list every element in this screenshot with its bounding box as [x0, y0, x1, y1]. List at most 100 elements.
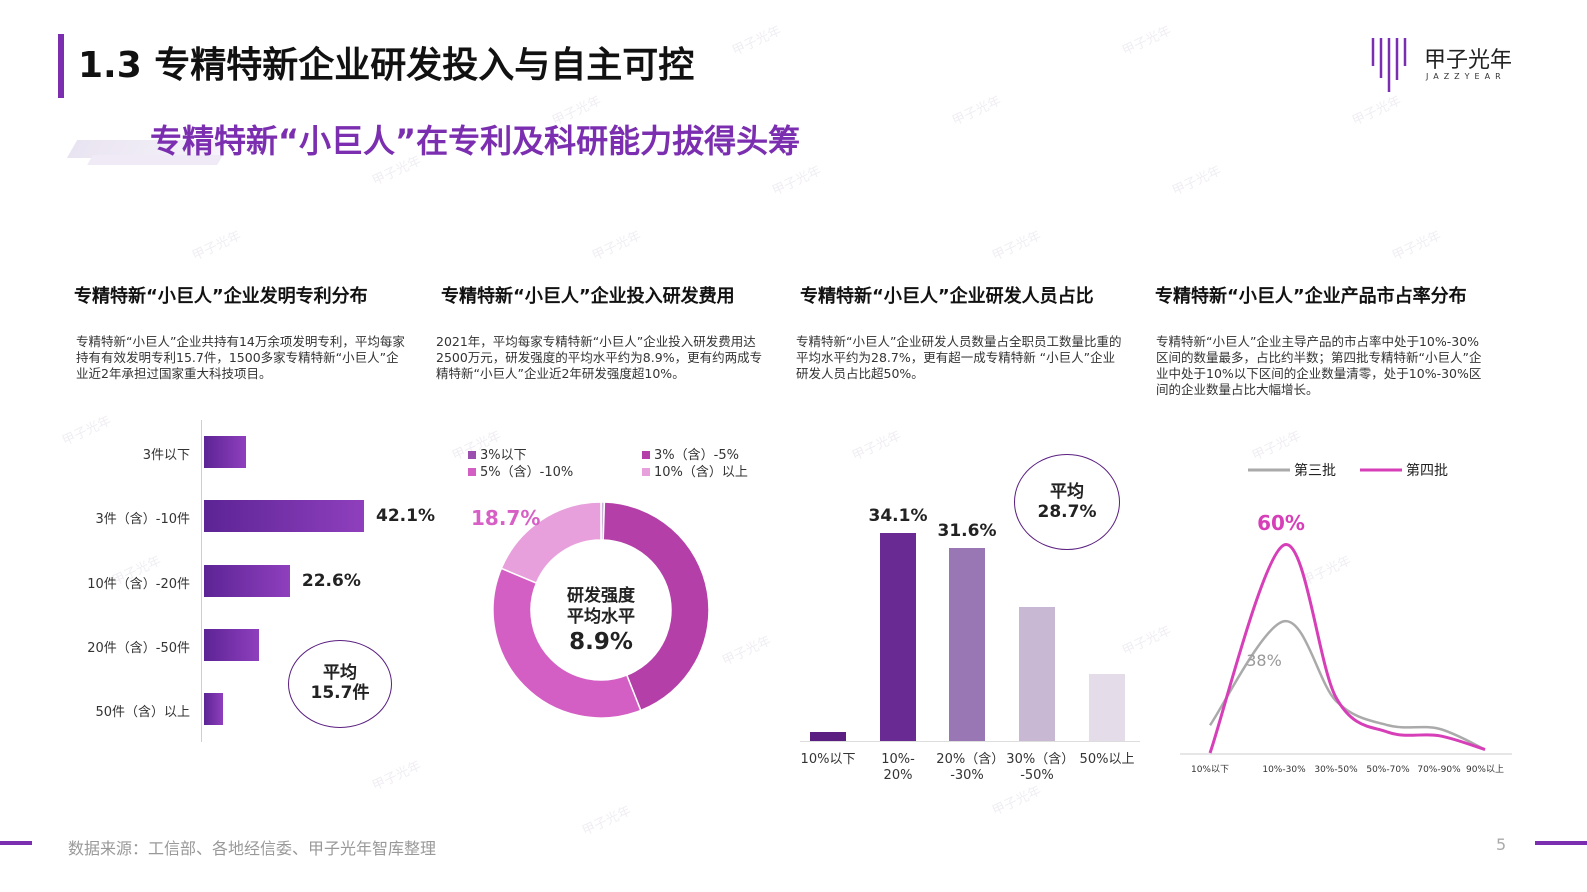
section-desc-market-share: 专精特新“小巨人”企业主导产品的市占率中处于10%-30%区间的数量最多，占比约… — [1156, 334, 1482, 397]
legend-label: 3%以下 — [480, 448, 527, 463]
watermark: 甲子光年 — [770, 163, 824, 200]
logo-subtext: JAZZYEAR — [1426, 72, 1506, 81]
legend-swatch — [642, 451, 650, 459]
bar-value-label: 42.1% — [376, 506, 435, 527]
bar-category-label: 3件以下 — [142, 448, 190, 463]
staff-average-label: 平均 — [1050, 482, 1084, 502]
bar-category-label: 10%-20% — [881, 752, 915, 783]
line-legend: 第三批 第四批 — [1248, 462, 1448, 479]
line-series — [1208, 620, 1486, 751]
bar — [810, 731, 846, 741]
bar-category-label: 50%以上 — [1079, 752, 1135, 767]
bar — [204, 693, 223, 726]
bar-category-label: 10%以下 — [800, 752, 856, 767]
watermark: 甲子光年 — [580, 803, 634, 840]
legend-swatch — [642, 468, 650, 476]
legend-item: 5%（含）-10% — [468, 461, 573, 480]
donut-center-text: 研发强度 平均水平 8.9% — [541, 586, 661, 656]
legend-label-third: 第三批 — [1294, 462, 1336, 479]
staff-average-value: 28.7% — [1037, 502, 1097, 522]
bar — [204, 500, 364, 533]
x-tick-label: 50%-70% — [1366, 765, 1410, 775]
section-title-rd-staff: 专精特新“小巨人”企业研发人员占比 — [800, 286, 1094, 307]
rd-intensity-donut — [492, 501, 710, 719]
donut-slice — [602, 501, 710, 712]
bar-category-label: 30%（含）-50% — [1006, 752, 1068, 783]
section-desc-rd-spend: 2021年，平均每家专精特新“小巨人”企业投入研发费用达2500万元，研发强度的… — [436, 334, 763, 381]
donut-center-line1: 研发强度 — [567, 586, 635, 606]
watermark: 甲子光年 — [590, 228, 644, 265]
legend-swatch — [468, 468, 476, 476]
watermark: 甲子光年 — [1250, 428, 1304, 465]
data-source: 数据来源：工信部、各地经信委、甲子光年智库整理 — [68, 839, 437, 858]
bar — [1019, 606, 1055, 741]
bar-category-label: 50件（含）以上 — [95, 705, 190, 721]
chart3-baseline — [800, 741, 1140, 742]
page-number: 5 — [1496, 835, 1507, 854]
watermark: 甲子光年 — [1120, 623, 1174, 660]
legend-swatch — [468, 451, 476, 459]
patent-average-note: 平均 15.7件 — [288, 640, 392, 728]
bar-value-label: 34.1% — [868, 506, 928, 526]
donut-slice-label: 18.7% — [471, 506, 541, 530]
bar — [204, 628, 260, 661]
page-title: 1.3 专精特新企业研发投入与自主可控 — [78, 45, 695, 86]
patent-average-value: 15.7件 — [310, 683, 370, 703]
peak-label-third: 38% — [1246, 651, 1282, 670]
section-title-rd-spend: 专精特新“小巨人”企业投入研发费用 — [441, 286, 735, 307]
section-desc-patents: 专精特新“小巨人”企业共持有14万余项发明专利，平均每家持有有效发明专利15.7… — [76, 334, 405, 381]
peak-label-fourth: 60% — [1257, 511, 1305, 535]
donut-slice — [492, 567, 642, 719]
x-tick-label: 70%-90% — [1417, 765, 1461, 775]
watermark: 甲子光年 — [730, 23, 784, 60]
x-tick-label: 90%以上 — [1466, 764, 1504, 775]
watermark: 甲子光年 — [850, 428, 904, 465]
section-title-market-share: 专精特新“小巨人”企业产品市占率分布 — [1155, 286, 1467, 307]
section-desc-rd-staff: 专精特新“小巨人”企业研发人员数量占全职员工数量比重的平均水平约为28.7%，更… — [796, 334, 1122, 381]
x-tick-label: 30%-50% — [1314, 765, 1358, 775]
x-tick-label: 10%以下 — [1191, 765, 1229, 775]
legend-label-fourth: 第四批 — [1406, 462, 1448, 479]
bar-category-label: 10件（含）-20件 — [87, 576, 190, 592]
watermark: 甲子光年 — [720, 633, 774, 670]
footer-accent-left — [0, 841, 32, 845]
watermark: 甲子光年 — [990, 783, 1044, 820]
logo-text: 甲子光年 — [1424, 48, 1513, 73]
x-tick-label: 10%-30% — [1262, 765, 1306, 775]
legend-label: 5%（含）-10% — [480, 465, 574, 480]
footer-accent-right — [1535, 841, 1587, 845]
market-share-line-chart: 10%以下 10%-30% 30%-50% 50%-70% 70%-90% 90%以上 60… — [1180, 511, 1512, 775]
bar — [880, 533, 916, 741]
watermark: 甲子光年 — [190, 228, 244, 265]
legend-item: 10%（含）以上 — [642, 461, 748, 480]
legend-item: 3%以下 — [468, 444, 527, 463]
chart1-axis — [201, 420, 202, 742]
bar — [204, 436, 246, 468]
title-accent-bar — [58, 34, 64, 98]
logo-icon — [1371, 38, 1407, 92]
staff-average-note: 平均 28.7% — [1014, 454, 1120, 550]
watermark: 甲子光年 — [1170, 163, 1224, 200]
donut-center-value: 8.9% — [569, 629, 633, 655]
bar-category-label: 3件（含）-10件 — [95, 512, 190, 528]
bar-value-label: 31.6% — [937, 521, 997, 542]
line-series — [1208, 543, 1486, 754]
watermark: 甲子光年 — [990, 228, 1044, 265]
section-title-patents: 专精特新“小巨人”企业发明专利分布 — [74, 286, 368, 307]
bar — [204, 564, 290, 597]
watermark: 甲子光年 — [950, 93, 1004, 130]
bar — [1089, 673, 1125, 741]
bar-category-label: 20件（含）-50件 — [87, 640, 190, 656]
bar-value-label: 22.6% — [301, 570, 361, 591]
watermark: 甲子光年 — [1390, 228, 1444, 265]
legend-label: 10%（含）以上 — [654, 465, 748, 480]
patent-average-label: 平均 — [323, 663, 357, 683]
bar-category-label: 20%（含）-30% — [936, 752, 998, 783]
page-subtitle: 专精特新“小巨人”在专利及科研能力拔得头筹 — [150, 122, 801, 160]
watermark: 甲子光年 — [1120, 23, 1174, 60]
bar — [949, 548, 985, 741]
watermark: 甲子光年 — [370, 758, 424, 795]
donut-slice — [500, 501, 602, 584]
donut-center-line2: 平均水平 — [567, 607, 635, 627]
legend-item: 3%（含）-5% — [642, 444, 739, 463]
